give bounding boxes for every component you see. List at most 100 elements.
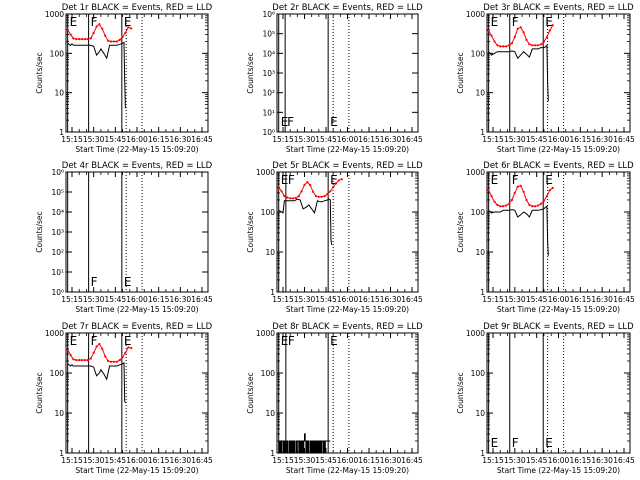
lld-point [66,28,69,31]
y-tick-label: 10² [51,248,64,257]
lld-point [528,203,531,207]
x-tick-label: 16:30 [591,135,613,144]
x-axis-label: Start Time (22-May-15 15:09:20) [286,145,409,154]
lld-point [502,45,505,48]
y-tick-label: 10 [54,89,64,98]
lld-point [314,195,318,198]
chart-title: Det 2r BLACK = Events, RED = LLD [272,3,423,13]
y-tick-label: 10⁴ [262,49,275,58]
x-tick-label: 16:00 [548,456,570,465]
y-axis-label: Counts/sec [35,52,44,93]
y-tick-label: 1 [480,288,485,297]
y-tick-label: 1 [480,449,485,458]
lld-point [107,39,110,42]
lld-point [101,27,104,30]
marker-label: E [124,15,132,29]
lld-point [289,197,292,200]
y-axis-label: Counts/sec [35,211,44,252]
x-tick-label: 16:00 [548,295,570,304]
lld-point [121,356,124,359]
y-tick-label: 100 [261,369,276,378]
lld-point [493,40,496,43]
y-tick-label: 1000 [466,168,485,177]
y-tick-label: 10⁵ [262,30,275,39]
lld-point [78,359,81,362]
lld-point [539,202,543,205]
y-tick-label: 10¹ [51,268,64,277]
x-tick-label: 16:15 [570,295,592,304]
lld-point [112,40,115,43]
y-tick-label: 10 [54,409,64,418]
x-tick-label: 16:15 [358,456,380,465]
lld-point [499,205,502,208]
lld-point [81,38,84,41]
lld-point [95,345,98,348]
lld-point [89,357,92,360]
x-tick-label: 16:45 [613,456,635,465]
lld-point [83,38,87,41]
lld-point [83,359,87,362]
x-tick-label: 15:45 [315,295,337,304]
x-tick-label: 15:30 [294,295,316,304]
x-tick-label: 16:15 [570,456,592,465]
lld-point [539,43,543,46]
lld-point [548,189,551,192]
lld-point [294,196,297,199]
plot-frame [276,13,419,133]
lld-point [69,33,72,36]
marker-label: F [512,436,519,450]
y-tick-label: 1000 [466,10,485,19]
marker-label: E [70,334,78,348]
marker-label: E [330,115,338,129]
lld-point [490,34,493,37]
marker-label: E [281,173,289,187]
lld-point [130,347,133,350]
plot-frame [65,171,209,293]
y-tick-label: 1 [59,449,64,458]
lld-point [519,26,522,29]
x-tick-label: 16:15 [358,295,380,304]
lld-point [81,359,84,362]
y-tick-label: 100 [261,208,276,217]
lld-point [510,198,513,202]
chart-panel-4: Det 4r BLACK = Events, RED = LLD 10⁰ 10¹ 10… [35,161,213,314]
lld-point [516,27,519,30]
marker-label: E [281,115,289,129]
y-tick-label: 100 [471,208,486,217]
x-tick-label: 16:30 [380,295,402,304]
x-tick-label: 15:45 [105,135,127,144]
lld-point [499,45,502,48]
x-tick-label: 15:30 [83,135,105,144]
y-tick-label: 10¹ [262,108,275,117]
x-tick-label: 15:30 [504,456,526,465]
lld-point [551,186,554,189]
x-tick-label: 15:15 [482,135,504,144]
x-tick-label: 16:45 [191,135,213,144]
lld-point [548,29,551,32]
x-tick-label: 16:45 [401,135,423,144]
y-tick-label: 10 [475,409,485,418]
lld-point [280,190,283,193]
plot-frame [276,171,419,293]
x-tick-label: 16:15 [570,135,592,144]
x-tick-label: 16:45 [613,135,635,144]
lld-point [291,197,295,200]
lld-point [522,190,525,193]
y-tick-label: 10⁰ [51,288,64,297]
marker-label: E [124,275,132,289]
x-axis-label: Start Time (22-May-15 15:09:20) [75,305,198,314]
lld-point [337,179,340,182]
x-tick-label: 15:45 [105,295,127,304]
lld-point [306,181,309,184]
lld-point [118,359,121,362]
lld-point [69,354,72,357]
y-tick-label: 1000 [466,329,485,338]
lld-point [537,44,540,47]
chart-title: Det 9r BLACK = Events, RED = LLD [483,322,634,332]
x-tick-label: 16:15 [148,135,170,144]
lld-point [78,38,81,41]
y-tick-label: 10 [475,248,485,257]
lld-point [502,205,505,208]
marker-label: F [91,15,98,29]
lld-point [326,193,329,196]
